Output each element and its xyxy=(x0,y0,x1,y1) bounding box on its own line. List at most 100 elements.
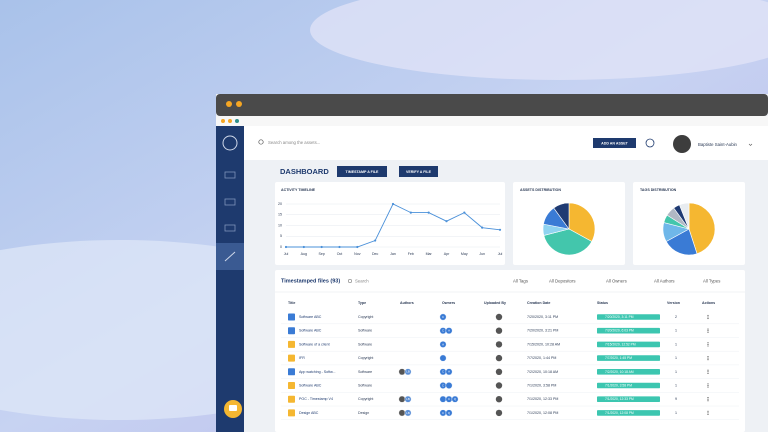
actions-menu[interactable] xyxy=(707,398,709,400)
owner-initials: A xyxy=(448,329,450,333)
column-header[interactable]: Type xyxy=(358,301,366,305)
actions-menu[interactable] xyxy=(707,386,709,388)
uploader-avatar xyxy=(495,396,503,403)
line-point xyxy=(302,245,305,249)
chart-title: TAGS DISTRIBUTION xyxy=(640,188,677,192)
owner-avatar xyxy=(439,395,447,403)
add-asset-label: ADD AN ASSET xyxy=(601,141,628,145)
file-title[interactable]: Software ABC xyxy=(299,329,322,333)
actions-menu[interactable] xyxy=(707,412,709,414)
uploader-avatar xyxy=(495,382,503,389)
x-tick-label: Nov xyxy=(354,252,361,256)
file-title[interactable]: POC - Timestamp V4 xyxy=(299,397,333,401)
actions-menu[interactable] xyxy=(707,384,709,387)
info-icon[interactable] xyxy=(645,138,655,148)
chart-title: ACTIVITY TIMELINE xyxy=(281,188,316,192)
column-header[interactable]: Version xyxy=(667,301,680,305)
file-type: Software xyxy=(358,383,372,387)
pie-slice xyxy=(665,228,698,256)
column-header[interactable]: Actions xyxy=(702,301,715,305)
column-header[interactable]: Authors xyxy=(400,301,414,305)
file-title[interactable]: Software ABC xyxy=(299,315,322,319)
timestamp-button[interactable] xyxy=(337,166,387,177)
logo[interactable] xyxy=(222,135,238,151)
x-tick-label: Sep xyxy=(318,252,324,256)
window-dot[interactable] xyxy=(236,101,242,107)
column-header[interactable]: Status xyxy=(597,301,608,305)
author-initials: LB xyxy=(406,411,410,415)
actions-menu[interactable] xyxy=(707,383,709,385)
nav-icon[interactable] xyxy=(224,171,236,179)
user-name[interactable]: Baptiste Saint-Aubin xyxy=(698,142,738,147)
actions-menu[interactable] xyxy=(707,410,709,412)
status-text: 7/15/2020, 12:52 PM xyxy=(605,342,636,346)
actions-menu[interactable] xyxy=(707,397,709,399)
table-search[interactable]: Search xyxy=(355,279,369,284)
timeline-card xyxy=(275,182,505,265)
x-tick-label: Jul xyxy=(284,252,289,256)
owner-avatar xyxy=(451,395,459,403)
filter-dropdown[interactable]: All Depositors xyxy=(549,279,576,284)
search-icon xyxy=(258,139,264,145)
actions-menu[interactable] xyxy=(707,371,709,373)
file-icon xyxy=(288,368,295,376)
column-header[interactable]: Owners xyxy=(442,301,455,305)
background-swirl xyxy=(310,0,768,80)
x-tick-label: Aug xyxy=(301,252,307,256)
user-avatar[interactable] xyxy=(673,135,691,153)
verify-button[interactable] xyxy=(399,166,438,177)
user-menu-caret[interactable] xyxy=(748,143,753,146)
actions-menu[interactable] xyxy=(707,328,709,330)
x-tick-label: Oct xyxy=(337,252,343,256)
actions-menu[interactable] xyxy=(707,316,709,318)
file-title[interactable]: App watching - Softw... xyxy=(299,370,336,374)
pie-slice xyxy=(679,202,690,230)
file-title[interactable]: Software ABC xyxy=(299,383,322,387)
actions-menu[interactable] xyxy=(707,342,709,344)
column-header[interactable]: Creation Date xyxy=(527,301,550,305)
add-asset-button[interactable] xyxy=(593,138,636,148)
nav-icon[interactable] xyxy=(224,198,236,206)
filter-dropdown[interactable]: All Authors xyxy=(654,279,675,284)
actions-menu[interactable] xyxy=(707,343,709,345)
file-title[interactable]: IFR xyxy=(299,356,305,360)
status-badge xyxy=(597,410,660,416)
file-title[interactable]: Design ABC xyxy=(299,411,319,415)
status-text: 7/20/2020, 6:03 PM xyxy=(605,329,634,333)
column-header[interactable]: Title xyxy=(288,301,295,305)
actions-menu[interactable] xyxy=(707,357,709,359)
owner-initials: C xyxy=(442,370,444,374)
owner-avatar xyxy=(445,409,453,417)
actions-menu[interactable] xyxy=(707,330,709,332)
actions-menu[interactable] xyxy=(707,369,709,371)
status-badge xyxy=(597,369,660,375)
filter-dropdown[interactable]: All Tags xyxy=(513,279,528,284)
actions-menu[interactable] xyxy=(707,345,709,347)
pie-slice xyxy=(568,202,596,242)
actions-menu[interactable] xyxy=(707,314,709,316)
column-header[interactable]: Uploaded By xyxy=(484,301,506,305)
version: 1 xyxy=(675,411,677,415)
table-title: Timestamped files (93) xyxy=(281,278,340,284)
x-tick-label: Feb xyxy=(408,252,414,256)
owner-avatar xyxy=(445,368,453,376)
actions-menu[interactable] xyxy=(707,331,709,333)
actions-menu[interactable] xyxy=(707,355,709,358)
version: 1 xyxy=(675,356,677,360)
filter-dropdown[interactable]: All Owners xyxy=(606,279,627,284)
uploader-avatar xyxy=(495,327,503,334)
actions-menu[interactable] xyxy=(707,359,709,361)
actions-menu[interactable] xyxy=(707,318,709,320)
actions-menu[interactable] xyxy=(707,413,709,416)
window-dot[interactable] xyxy=(226,101,232,107)
search-input[interactable]: Search among the assets... xyxy=(268,140,320,145)
actions-menu[interactable] xyxy=(707,372,709,374)
file-title[interactable]: Software of a client xyxy=(299,342,330,346)
actions-menu[interactable] xyxy=(707,400,709,402)
nav-icon[interactable] xyxy=(224,224,236,232)
filter-dropdown[interactable]: All Types xyxy=(703,279,720,284)
line-point xyxy=(320,245,323,249)
status-text: 7/2/2020, 10:18 AM xyxy=(605,370,634,374)
pie-slice xyxy=(553,202,570,230)
